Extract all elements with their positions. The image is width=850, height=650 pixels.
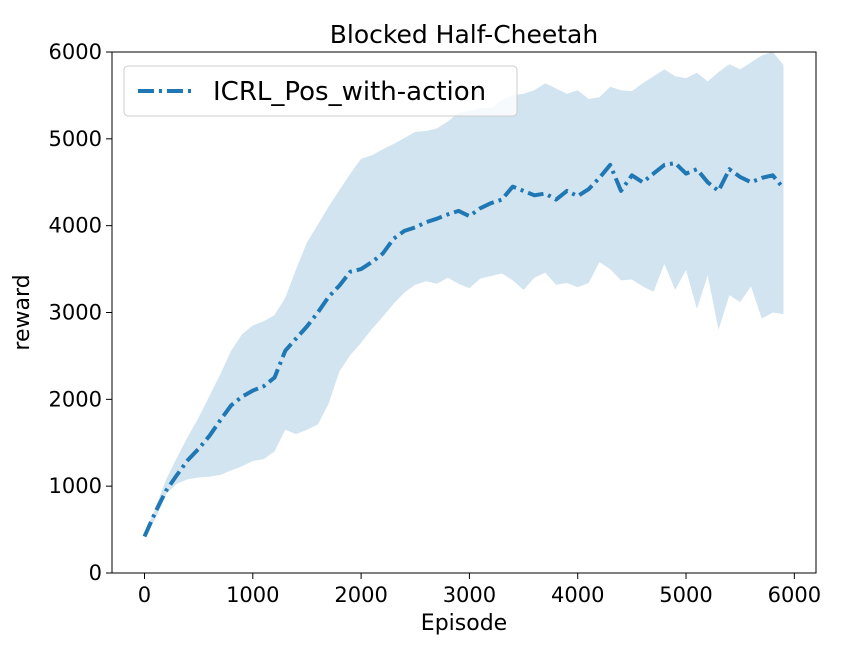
x-tick-label: 2000 [334,583,387,607]
legend-entry-label: ICRL_Pos_with-action [213,77,486,107]
x-tick-label: 6000 [768,583,821,607]
y-axis-ticks: 0 1000 2000 3000 4000 5000 6000 [49,40,112,585]
y-tick-label: 5000 [49,127,102,151]
x-tick-label: 4000 [551,583,604,607]
y-tick-label: 6000 [49,40,102,64]
series-line [142,161,786,538]
y-tick-label: 4000 [49,214,102,238]
y-tick-label: 3000 [49,301,102,325]
y-axis-label: reward [10,274,35,350]
x-tick-label: 0 [138,583,151,607]
legend-box [123,65,518,117]
legend: ICRL_Pos_with-action [123,65,518,117]
confidence-band [144,52,784,538]
y-tick-label: 2000 [49,387,102,411]
y-tick-label: 1000 [49,474,102,498]
series-line-layer [142,161,786,538]
x-axis-ticks: 0 1000 2000 3000 4000 5000 6000 [138,573,821,607]
x-axis-label: Episode [421,611,507,636]
confidence-band-layer [144,52,784,538]
x-tick-label: 5000 [659,583,712,607]
chart-title: Blocked Half-Cheetah [330,20,598,49]
x-tick-label: 3000 [443,583,496,607]
y-tick-label: 0 [89,561,102,585]
x-tick-label: 1000 [226,583,279,607]
